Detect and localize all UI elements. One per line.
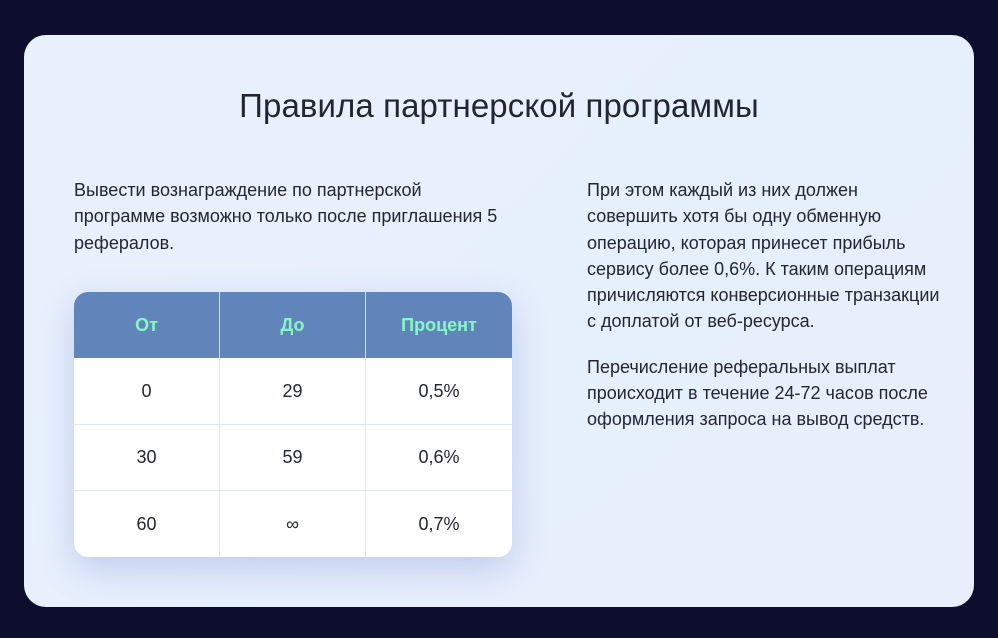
payout-timing-text: Перечисление реферальных выплат происход…: [587, 356, 928, 430]
commission-table-grid: От До Процент 0 29 0,5% 30 59 0,6% 60 ∞ …: [74, 292, 512, 557]
table-cell: ∞: [220, 491, 366, 557]
payout-info: При этом каждый из них должен совершить …: [587, 177, 947, 452]
table-cell: 0,6%: [366, 425, 512, 491]
table-cell: 0,5%: [366, 358, 512, 425]
table-cell: 29: [220, 358, 366, 425]
table-cell: 30: [74, 425, 220, 491]
table-cell: 0: [74, 358, 220, 425]
withdrawal-condition-text: Вывести вознаграждение по партнерской пр…: [74, 180, 498, 253]
table-cell: 59: [220, 425, 366, 491]
table-cell: 0,7%: [366, 491, 512, 557]
partner-rules-card: Правила партнерской программы Вывести во…: [24, 35, 974, 607]
table-header-percent: Процент: [366, 292, 512, 358]
referral-requirement-text: При этом каждый из них должен совершить …: [587, 180, 940, 332]
table-header-to: До: [220, 292, 366, 358]
page-title: Правила партнерской программы: [239, 87, 759, 124]
table-cell: 60: [74, 491, 220, 557]
table-header-from: От: [74, 292, 220, 358]
commission-table: От До Процент 0 29 0,5% 30 59 0,6% 60 ∞ …: [74, 292, 512, 557]
